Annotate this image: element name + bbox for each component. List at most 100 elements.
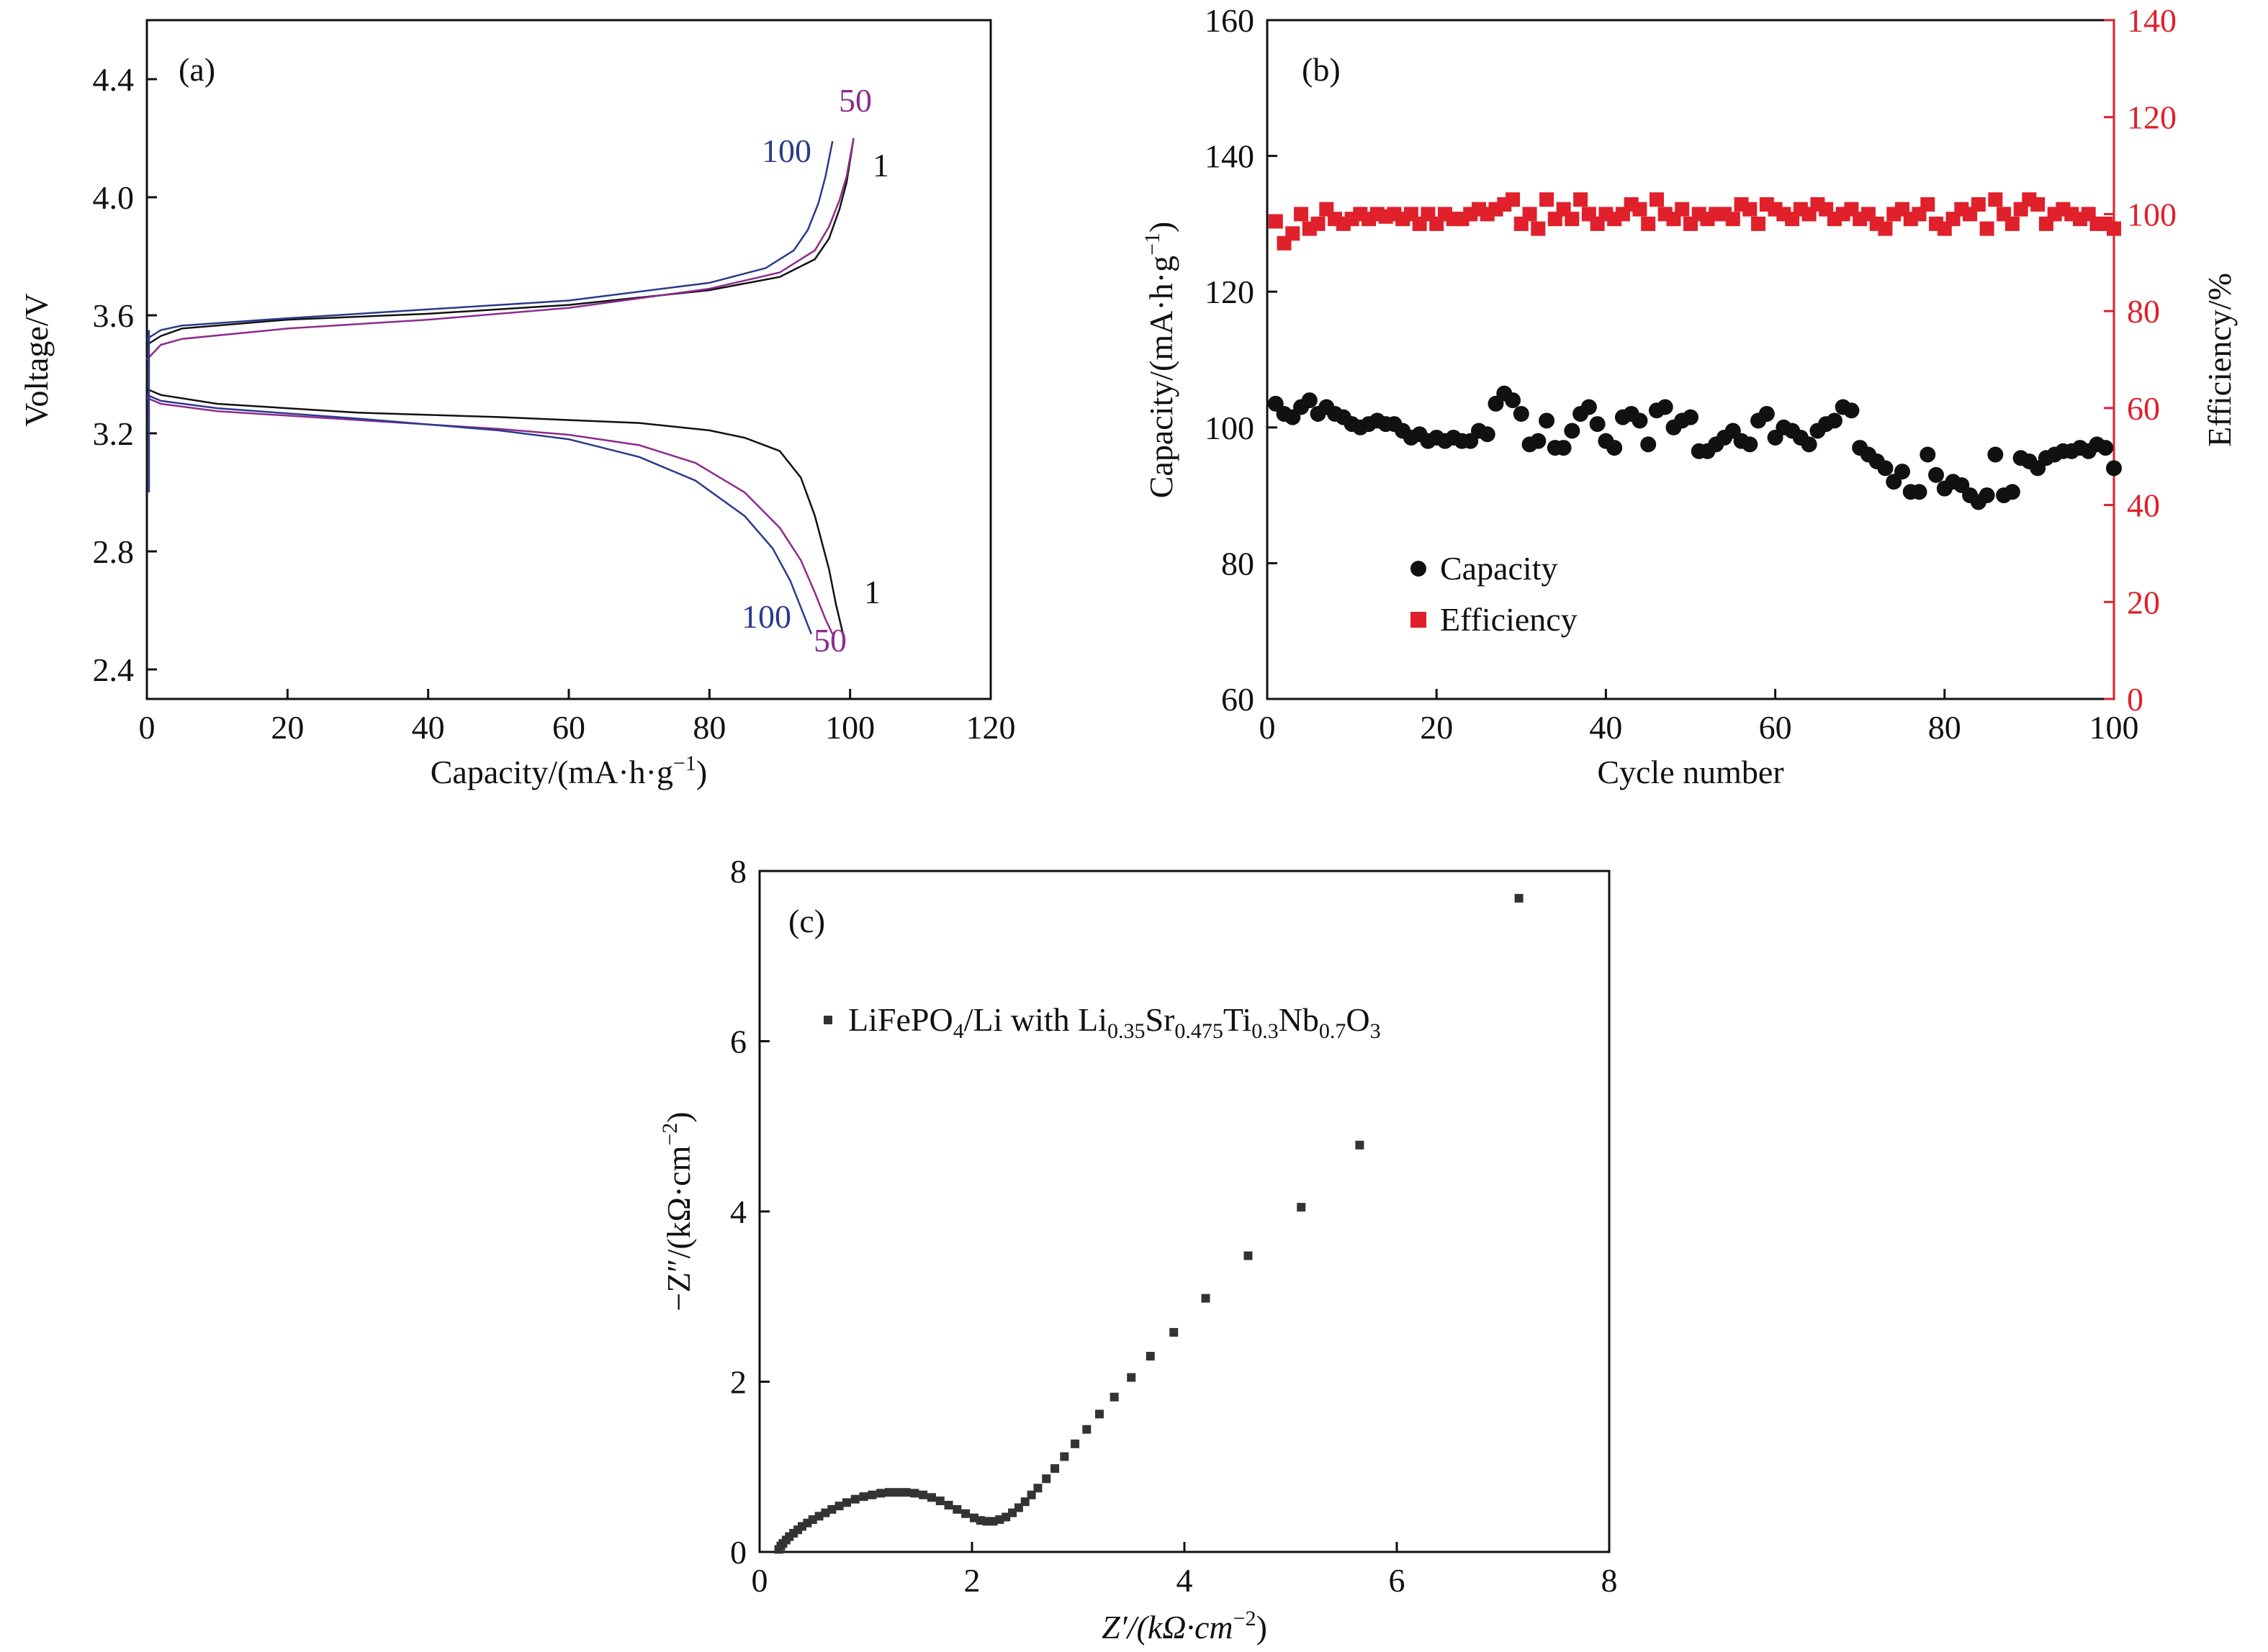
capacity-point	[1843, 402, 1860, 419]
efficiency-point	[1285, 226, 1300, 241]
legend-eis-label: LiFePO4/Li with Li0.35Sr0.475Ti0.3Nb0.7O…	[848, 1001, 1381, 1043]
panel-a-xtick-label: 120	[966, 709, 1016, 746]
panel-b-xtick-label: 60	[1759, 709, 1792, 746]
impedance-point	[1127, 1373, 1136, 1382]
panel-a-xtick-label: 60	[552, 709, 585, 746]
impedance-point	[927, 1493, 936, 1502]
efficiency-point	[1632, 202, 1647, 217]
capacity-point	[2106, 460, 2122, 477]
panel-a-ytick-label: 3.6	[93, 297, 135, 334]
panel-c-frame	[758, 870, 1611, 1553]
impedance-point	[1020, 1497, 1030, 1507]
capacity-point	[1505, 392, 1521, 409]
impedance-point	[859, 1492, 868, 1502]
panel-b-ytick-left-label: 60	[1221, 681, 1254, 718]
efficiency-point	[1988, 192, 2003, 207]
impedance-point	[919, 1490, 928, 1499]
panel-c-label: (c)	[788, 903, 825, 939]
panel-b-ytick-right-label: 60	[2127, 390, 2160, 427]
panel-b-label: (b)	[1302, 51, 1341, 88]
capacity-point	[1606, 440, 1623, 456]
capacity-point	[1513, 405, 1529, 422]
legend-efficiency-label: Efficiency	[1440, 601, 1578, 638]
legend-capacity-label: Capacity	[1440, 550, 1558, 587]
capacity-point	[2004, 484, 2020, 500]
impedance-point	[961, 1509, 971, 1518]
efficiency-point	[1522, 207, 1537, 222]
efficiency-point	[1920, 197, 1935, 212]
panel-a-ticks: 0 20 40 60 80 100 120 2.4 2.8 3.2 3.6 4.0 4.4	[93, 61, 1016, 746]
impedance-point	[842, 1498, 851, 1507]
panel-b-ylabel-right: Efficiency/%	[2201, 273, 2238, 447]
panel-b-xtick-label: 0	[1259, 709, 1276, 746]
panel-b-ytick-right-label: 20	[2127, 584, 2160, 620]
efficiency-point	[1675, 202, 1690, 217]
efficiency-point	[2004, 216, 2020, 231]
impedance-point	[1033, 1484, 1043, 1493]
panel-b-ticks: 0 20 40 60 80 100 60 80 100 120 140 160 0 20 40 60 80 100…	[1205, 2, 2177, 746]
impedance-point	[1082, 1425, 1092, 1434]
label-charge-100: 100	[762, 132, 811, 169]
impedance-point	[935, 1497, 945, 1506]
capacity-point	[1479, 426, 1495, 443]
panel-c-ytick-label: 2	[730, 1364, 747, 1401]
panel-b-ytick-right-label: 40	[2127, 487, 2160, 524]
panel-c-legend: LiFePO4/Li with Li0.35Sr0.475Ti0.3Nb0.7O…	[824, 1001, 1381, 1043]
impedance-point	[1355, 1140, 1364, 1150]
capacity-point	[1564, 423, 1580, 439]
label-discharge-1: 1	[864, 574, 881, 610]
capacity-point	[2097, 440, 2114, 456]
panel-a-xtick-label: 80	[693, 709, 726, 746]
label-discharge-50: 50	[814, 622, 847, 659]
curve-discharge-1	[146, 388, 845, 635]
panel-c-xtick-label: 4	[1176, 1562, 1193, 1599]
panel-c: (c) 0 2 4 6 8 0 2 4 6 8 LiFePO4/Li with Li0.35Sr0…	[658, 853, 1618, 1646]
panel-b-ytick-right-label: 100	[2127, 196, 2177, 233]
impedance-point	[834, 1502, 844, 1511]
panel-b-ytick-left-label: 140	[1205, 138, 1254, 175]
capacity-point	[1555, 440, 1572, 456]
panel-c-points	[774, 893, 1524, 1554]
capacity-point	[1987, 446, 2004, 463]
curve-charge-100	[146, 140, 834, 340]
capacity-point	[1911, 484, 1927, 500]
capacity-point	[1801, 436, 1817, 453]
panel-c-ticks: 0 2 4 6 8 0 2 4 6 8	[730, 853, 1618, 1599]
panel-b-ytick-left-label: 160	[1205, 2, 1254, 39]
efficiency-point	[1539, 192, 1554, 207]
impedance-point	[1110, 1392, 1119, 1402]
panel-b-ytick-right-label: 80	[2127, 293, 2160, 330]
panel-c-xtick-label: 2	[964, 1562, 981, 1599]
panel-a-xlabel: Capacity/(mA·h·g−1)	[431, 751, 707, 790]
efficiency-point	[1649, 192, 1664, 207]
label-discharge-100: 100	[742, 598, 791, 635]
efficiency-point	[1725, 212, 1740, 227]
impedance-point	[850, 1494, 860, 1504]
impedance-point	[884, 1488, 894, 1497]
impedance-point	[1095, 1409, 1104, 1419]
curve-charge-50	[146, 137, 855, 361]
curve-discharge-50	[146, 397, 834, 635]
curve-discharge-100	[146, 394, 813, 635]
capacity-point	[1979, 487, 1995, 504]
panel-a-ylabel: Voltage/V	[18, 293, 55, 427]
panel-a-ytick-label: 2.4	[93, 651, 135, 688]
panel-b-xlabel: Cycle number	[1597, 754, 1783, 790]
panel-b-xtick-label: 20	[1420, 709, 1453, 746]
efficiency-point	[1506, 192, 1521, 207]
panel-a-ytick-label: 4.0	[93, 179, 135, 216]
panel-c-xtick-label: 8	[1601, 1562, 1618, 1599]
panel-a-ytick-label: 2.8	[93, 533, 135, 570]
capacity-point	[1640, 436, 1657, 453]
impedance-point	[1297, 1203, 1306, 1212]
panel-c-ytick-label: 4	[730, 1193, 747, 1230]
capacity-point	[1580, 399, 1597, 415]
panel-b-ytick-left-label: 80	[1221, 545, 1254, 582]
capacity-point	[1301, 392, 1318, 409]
impedance-point	[893, 1488, 902, 1497]
capacity-point	[1589, 416, 1606, 433]
capacity-point	[1928, 466, 1945, 483]
panel-b-ytick-left-label: 100	[1205, 410, 1254, 446]
impedance-point	[1042, 1474, 1051, 1484]
impedance-point	[1146, 1352, 1155, 1361]
